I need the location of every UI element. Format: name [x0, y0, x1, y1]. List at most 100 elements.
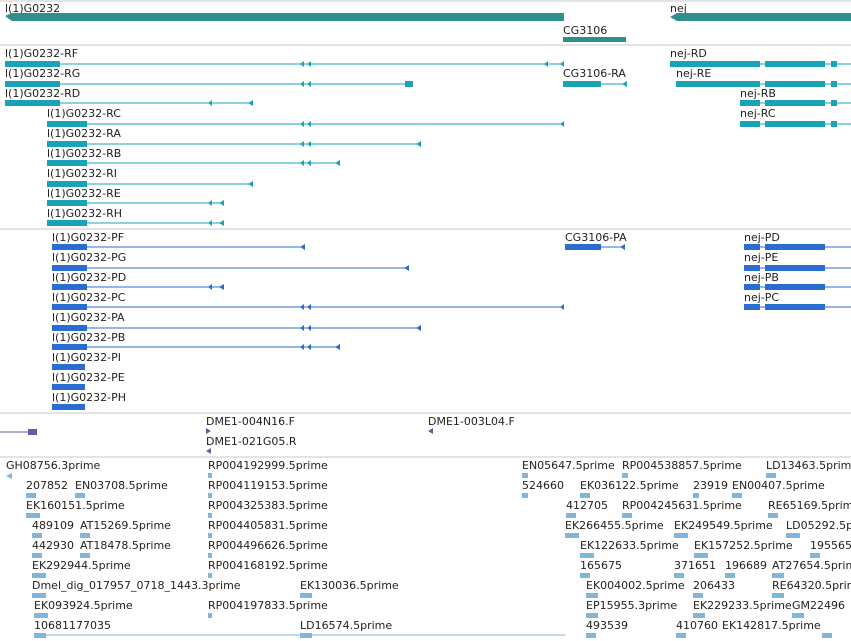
est-feature[interactable]: RP004119153.5prime [208, 479, 328, 498]
transcript-feature[interactable]: l(1)G0232-RG [5, 67, 413, 87]
est-feature[interactable]: 165675 [580, 559, 622, 578]
est-feature[interactable]: AT15269.5prime [80, 519, 171, 538]
est-feature[interactable]: EK142817.5prime [722, 619, 832, 638]
est-feature[interactable]: 196689 [725, 559, 767, 578]
est-feature[interactable]: 207852 [26, 479, 68, 498]
est-feature[interactable]: RP004405831.5prime [208, 519, 328, 538]
protein-feature[interactable]: l(1)G0232-PC [52, 291, 564, 310]
est-feature[interactable]: RP004325383.5prime [208, 499, 328, 518]
est-feature[interactable]: RP004192999.5prime [208, 459, 328, 478]
est-feature[interactable]: EP15955.3prime [586, 599, 677, 618]
protein-feature[interactable]: l(1)G0232-PB [52, 331, 340, 350]
est-feature[interactable]: RE65169.5prime [768, 499, 851, 518]
transcript-feature[interactable]: CG3106-RA [563, 67, 627, 87]
clone-feature[interactable] [0, 429, 37, 435]
est-feature[interactable]: AT18478.5prime [80, 539, 171, 558]
est-feature[interactable]: EK122633.5prime [580, 539, 679, 558]
est-feature[interactable]: EK157252.5prime [694, 539, 793, 558]
transcript-feature[interactable]: nej-RB [740, 87, 851, 106]
transcript-feature[interactable]: l(1)G0232-RD [5, 87, 253, 106]
est-feature[interactable]: GM22496 [792, 599, 845, 618]
protein-feature[interactable]: l(1)G0232-PF [52, 231, 305, 250]
est-feature[interactable]: RP004245631.5prime [622, 499, 742, 518]
est-label: 165675 [580, 559, 622, 572]
transcript-label: nej-RB [740, 87, 776, 100]
est-feature[interactable]: RP004538857.5prime [622, 459, 742, 478]
est-feature[interactable]: EN03708.5prime [75, 479, 168, 498]
protein-feature[interactable]: nej-PB [744, 271, 851, 290]
est-feature[interactable]: EN00407.5prime [732, 479, 825, 498]
est-feature[interactable]: 10681177035 [34, 619, 111, 638]
est-feature[interactable]: RE64320.5prime [772, 579, 851, 598]
transcript-feature[interactable]: nej-RD [670, 47, 851, 67]
protein-feature[interactable]: CG3106-PA [565, 231, 627, 250]
est-feature[interactable]: RP004197833.5prime [208, 599, 328, 618]
transcript-feature[interactable]: l(1)G0232-RA [47, 127, 421, 147]
protein-feature[interactable]: nej-PD [744, 231, 851, 250]
protein-feature[interactable]: nej-PC [744, 291, 851, 310]
est-feature[interactable]: EK229233.5prime [693, 599, 792, 618]
est-feature[interactable]: RP004168192.5prime [208, 559, 328, 578]
est-feature[interactable]: 412705 [566, 499, 608, 518]
est-feature[interactable]: LD05292.5prime [786, 519, 851, 538]
est-feature[interactable]: 371651 [674, 559, 716, 578]
transcript-feature[interactable]: nej-RE [676, 67, 851, 87]
est-feature[interactable]: EK004002.5prime [586, 579, 685, 598]
transcript-feature[interactable]: l(1)G0232-RB [47, 147, 340, 166]
est-feature[interactable]: 442930 [32, 539, 74, 558]
est-label: AT18478.5prime [80, 539, 171, 552]
est-feature[interactable]: EK292944.5prime [32, 559, 131, 578]
transcript-feature[interactable]: l(1)G0232-RE [47, 187, 224, 206]
transcript-feature[interactable]: l(1)G0232-RC [47, 107, 564, 127]
est-feature[interactable]: AT27654.5prime [772, 559, 851, 578]
protein-feature[interactable]: l(1)G0232-PI [52, 351, 121, 370]
est-feature[interactable]: EK249549.5prime [674, 519, 773, 538]
est-feature[interactable]: EK160151.5prime [26, 499, 125, 518]
clone-feature[interactable]: DME1-021G05.R [206, 435, 297, 454]
gene-label: l(1)G0232 [5, 2, 60, 15]
est-label: GH08756.3prime [6, 459, 101, 472]
protein-feature[interactable]: l(1)G0232-PA [52, 311, 421, 331]
protein-label: nej-PE [744, 251, 778, 264]
est-label: RE64320.5prime [772, 579, 851, 592]
transcript-feature[interactable]: l(1)G0232-RF [5, 47, 564, 67]
est-feature[interactable]: LD16574.5prime [46, 619, 565, 638]
est-label: 371651 [674, 559, 716, 572]
clone-label: DME1-004N16.F [206, 415, 295, 428]
est-feature[interactable]: EK036122.5prime [580, 479, 679, 498]
est-feature[interactable]: EK130036.5prime [300, 579, 399, 598]
est-feature[interactable]: 489109 [32, 519, 74, 538]
clone-feature[interactable]: DME1-004N16.F [206, 415, 295, 434]
transcript-feature[interactable]: l(1)G0232-RI [47, 167, 253, 187]
est-feature[interactable]: 524660 [522, 479, 564, 498]
est-feature[interactable]: RP004496626.5prime [208, 539, 328, 558]
protein-label: l(1)G0232-PA [52, 311, 125, 324]
est-label: EK093924.5prime [34, 599, 133, 612]
est-feature[interactable]: EK093924.5prime [34, 599, 133, 618]
gene-feature[interactable]: l(1)G0232 [5, 2, 564, 21]
est-feature[interactable]: EK266455.5prime [565, 519, 664, 538]
protein-feature[interactable]: l(1)G0232-PE [52, 371, 125, 390]
est-feature[interactable]: 195565 [810, 539, 851, 558]
est-label: Dmel_dig_017957_0718_1443.3prime [32, 579, 241, 592]
transcript-feature[interactable]: l(1)G0232-RH [47, 207, 224, 226]
est-label: 195565 [810, 539, 851, 552]
est-feature[interactable]: GH08756.3prime [6, 459, 101, 479]
protein-feature[interactable]: l(1)G0232-PG [52, 251, 409, 271]
est-feature[interactable]: 206433 [693, 579, 735, 598]
transcript-label: l(1)G0232-RB [47, 147, 121, 160]
est-feature[interactable]: 23919 [693, 479, 728, 498]
protein-feature[interactable]: nej-PE [744, 251, 851, 271]
est-feature[interactable]: EN05647.5prime [522, 459, 615, 478]
est-feature[interactable]: LD13463.5prime [766, 459, 851, 478]
transcript-feature[interactable]: nej-RC [740, 107, 851, 127]
est-feature[interactable]: Dmel_dig_017957_0718_1443.3prime [32, 579, 241, 598]
est-feature[interactable]: 410760 [676, 619, 718, 638]
est-feature[interactable]: 493539 [586, 619, 628, 638]
gene-feature[interactable]: CG3106 [563, 24, 626, 42]
protein-feature[interactable]: l(1)G0232-PD [52, 271, 224, 290]
gene-feature[interactable]: nej [670, 2, 851, 21]
est-label: EK122633.5prime [580, 539, 679, 552]
protein-feature[interactable]: l(1)G0232-PH [52, 391, 126, 410]
clone-feature[interactable]: DME1-003L04.F [428, 415, 515, 434]
